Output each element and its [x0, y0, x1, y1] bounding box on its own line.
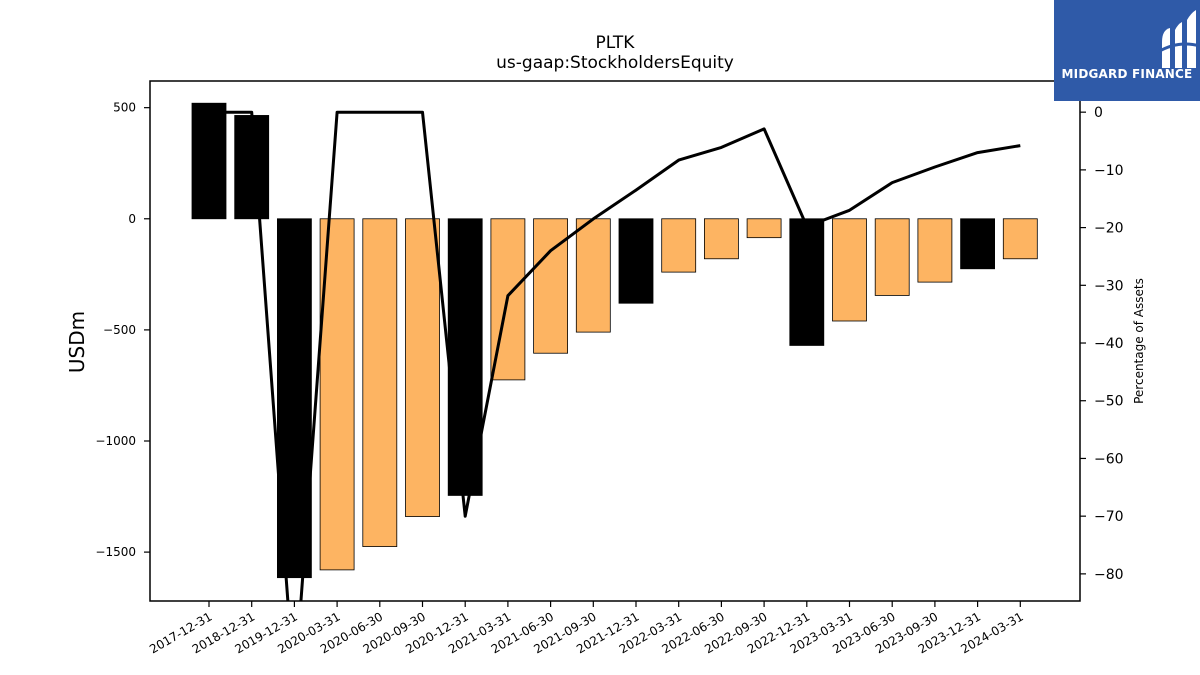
bar-2017-12-31 — [191, 102, 227, 220]
bar-2022-03-31 — [661, 218, 697, 273]
y2-tick-label: −10 — [1094, 163, 1124, 179]
bar-2022-09-30 — [746, 218, 782, 239]
y2-tick-label: −70 — [1094, 509, 1124, 525]
bar-2021-12-31 — [618, 218, 654, 304]
bar-2022-12-31 — [789, 218, 825, 346]
y-axis-ticks: 500 0 −500 −1000 −1500 — [95, 101, 150, 559]
x-axis-ticks: 2017-12-312018-12-312019-12-312020-03-31… — [147, 601, 1026, 656]
bar-2024-03-31 — [1002, 218, 1038, 260]
y-axis-label: USDm — [65, 311, 89, 373]
y2-axis-ticks: 0 −10 −20 −30 −40 −50 −60 −70 −80 — [1080, 105, 1124, 583]
bar-2023-06-30 — [874, 218, 910, 296]
y-tick-label: 0 — [128, 212, 136, 226]
y2-tick-label: −20 — [1094, 221, 1124, 237]
bar-2021-06-30 — [533, 218, 568, 354]
midgard-finance-logo: MIDGARD FINANCE — [1054, 0, 1200, 101]
logo-mark-icon — [1157, 10, 1200, 68]
bar-2023-09-30 — [917, 218, 953, 283]
bar-2021-09-30 — [575, 218, 611, 333]
line-percentage-of-assets — [209, 110, 1021, 601]
y2-tick-label: −30 — [1094, 278, 1124, 294]
bar-2020-09-30 — [405, 218, 440, 517]
chart-title: PLTK — [596, 33, 636, 53]
y2-tick-label: −50 — [1094, 394, 1124, 410]
line-series — [208, 110, 1021, 601]
bar-2023-03-31 — [832, 218, 867, 322]
y2-axis-label: Percentage of Assets — [1132, 278, 1146, 404]
plot-frame — [149, 80, 1081, 602]
y2-tick-label: 0 — [1094, 105, 1103, 121]
bar-series — [191, 102, 1038, 579]
y-tick-label: 500 — [113, 101, 136, 115]
bar-2020-06-30 — [362, 218, 398, 547]
bar-2023-12-31 — [960, 218, 995, 270]
y-tick-label: −1500 — [95, 545, 136, 559]
y2-tick-label: −80 — [1094, 567, 1124, 583]
bar-2022-06-30 — [704, 218, 739, 260]
bar-2020-12-31 — [447, 218, 483, 496]
bar-2018-12-31 — [234, 115, 270, 220]
logo-text: MIDGARD FINANCE — [1061, 67, 1193, 81]
y-tick-label: −500 — [103, 323, 136, 337]
y-tick-label: −1000 — [95, 434, 136, 448]
y2-tick-label: −60 — [1094, 451, 1124, 467]
chart-subtitle: us-gaap:StockholdersEquity — [496, 53, 734, 73]
y2-tick-label: −40 — [1094, 336, 1124, 352]
